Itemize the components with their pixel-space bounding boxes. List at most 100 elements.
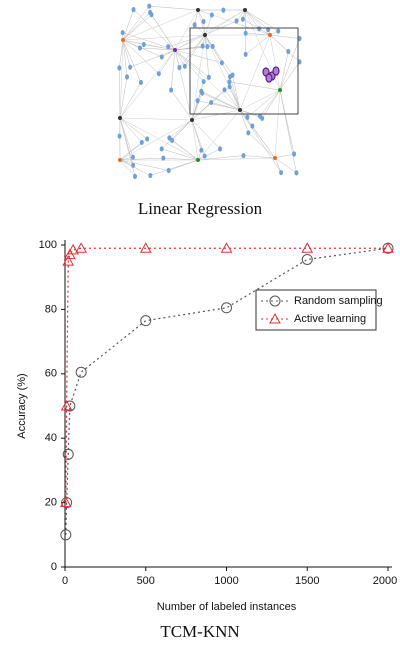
node: [202, 153, 207, 159]
edge: [239, 109, 261, 117]
node: [219, 60, 224, 66]
edge: [119, 142, 142, 161]
edge: [122, 39, 176, 51]
edge: [279, 51, 289, 91]
marker: [61, 497, 73, 509]
edge: [204, 9, 246, 36]
node: [201, 78, 206, 85]
node: [243, 30, 248, 36]
edge: [122, 9, 134, 41]
edge: [119, 67, 121, 119]
edge: [197, 157, 276, 161]
legend-marker: [269, 295, 281, 307]
diagram-caption: Linear Regression: [138, 199, 263, 218]
node: [131, 162, 136, 168]
node: [297, 35, 302, 42]
node: [292, 151, 297, 157]
node: [279, 169, 284, 176]
edge: [279, 38, 300, 91]
node: [286, 48, 291, 55]
edge: [119, 159, 136, 177]
edge: [122, 12, 151, 41]
hub-node: [196, 158, 200, 162]
node: [141, 41, 146, 48]
legend-label: Active learning: [294, 313, 366, 325]
marker: [221, 302, 232, 314]
edge: [244, 9, 269, 30]
series-line: [65, 247, 389, 535]
edge: [119, 119, 193, 161]
edge: [158, 49, 176, 74]
edge: [122, 9, 199, 41]
hub-node: [203, 33, 207, 37]
x-axis-label: Number of labeled instances: [157, 601, 297, 613]
edge: [119, 159, 151, 176]
edge: [174, 49, 209, 78]
edge: [119, 117, 193, 121]
edge: [191, 109, 241, 121]
hub-node: [243, 8, 247, 12]
edge: [122, 39, 131, 68]
edge: [232, 75, 241, 111]
node: [206, 74, 211, 80]
node: [148, 172, 153, 179]
edge: [274, 157, 297, 174]
edge: [119, 39, 124, 119]
hub-node: [118, 158, 122, 162]
node: [245, 114, 250, 120]
edge: [174, 9, 199, 51]
edge: [239, 109, 249, 133]
node: [241, 152, 246, 159]
edge: [197, 155, 244, 161]
hub-node: [190, 118, 194, 122]
y-axis-label: Accuracy (%): [16, 373, 28, 438]
hub-node: [273, 156, 277, 160]
edge: [194, 24, 206, 36]
node: [148, 9, 153, 16]
edge: [248, 132, 276, 159]
node: [199, 147, 204, 153]
node: [227, 79, 232, 85]
node: [139, 139, 144, 146]
edge: [259, 89, 281, 117]
edge: [122, 34, 206, 41]
edge: [244, 9, 271, 36]
y-tick-label: 100: [39, 239, 57, 251]
edge: [191, 34, 206, 121]
node: [258, 113, 263, 119]
node: [137, 45, 142, 51]
edge: [201, 91, 241, 111]
hub-node: [121, 38, 125, 42]
edge: [239, 109, 276, 159]
edge: [274, 153, 295, 159]
edge: [245, 34, 271, 55]
edge: [139, 47, 176, 51]
edge: [119, 159, 134, 166]
node: [209, 12, 214, 18]
node: [199, 88, 204, 94]
node: [200, 43, 205, 49]
edge: [224, 89, 241, 111]
node: [227, 84, 232, 90]
edge: [168, 34, 206, 47]
node: [177, 64, 182, 71]
marker: [59, 496, 72, 508]
marker: [60, 399, 73, 411]
edge: [279, 61, 300, 91]
legend-label: Random sampling: [294, 295, 383, 307]
y-tick-label: 80: [45, 303, 57, 315]
edge: [204, 34, 210, 78]
network-diagram: [117, 3, 302, 179]
edge: [174, 49, 186, 67]
node: [125, 74, 130, 80]
node: [120, 29, 125, 36]
edge: [168, 159, 199, 171]
hub-node: [196, 8, 200, 12]
node: [243, 51, 248, 57]
node: [195, 98, 200, 104]
edge: [122, 6, 150, 41]
edge: [269, 34, 300, 39]
edge: [174, 9, 246, 51]
